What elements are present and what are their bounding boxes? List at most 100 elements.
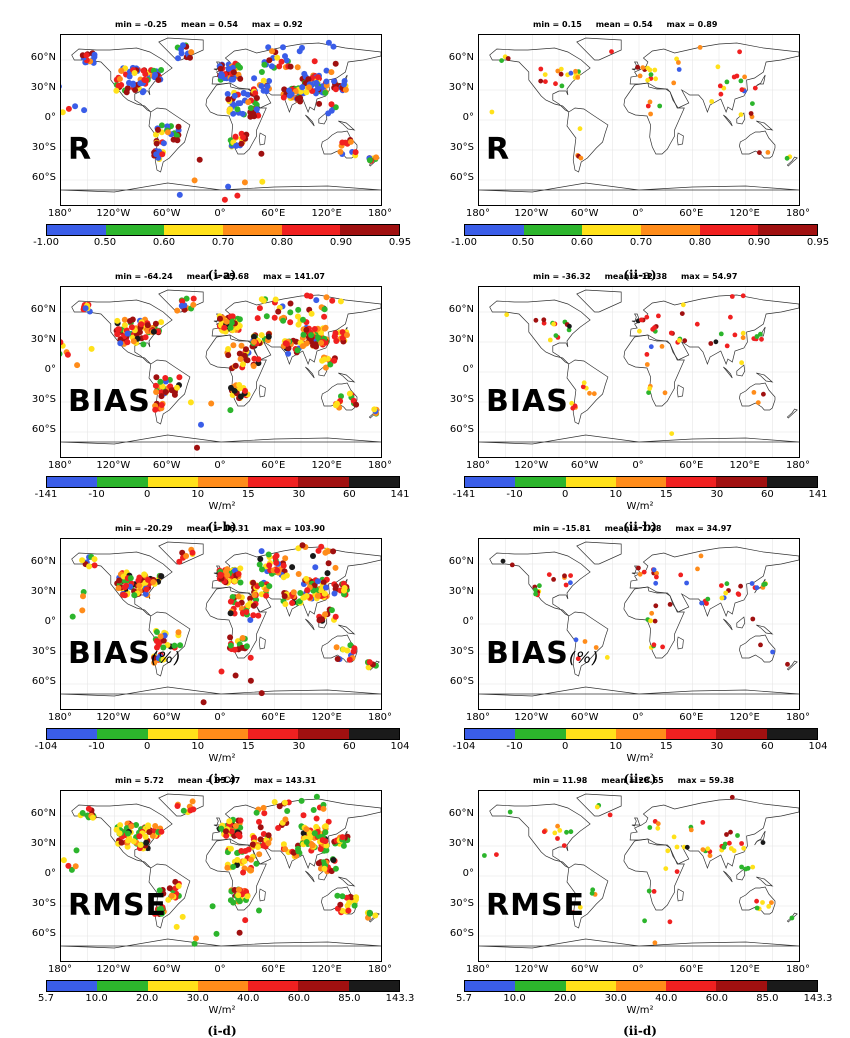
colorbar-unit: W/m² [626, 501, 654, 512]
colorbar-tick: -10 [506, 741, 523, 752]
coastline [739, 382, 776, 411]
colorbar-tick: 5.7 [38, 993, 54, 1004]
longitude-label: 60°E [261, 208, 286, 219]
station-dot [310, 807, 317, 813]
station-dot [79, 557, 86, 564]
station-dot [328, 101, 335, 108]
station-dot [260, 77, 267, 84]
station-dot [231, 646, 238, 653]
station-dot [72, 863, 79, 870]
coastline [338, 876, 356, 887]
latitude-label: 60°N [448, 556, 474, 567]
world-map [60, 538, 382, 710]
station-dot [724, 832, 729, 837]
station-dot [275, 308, 282, 315]
station-dot [172, 878, 179, 885]
colorbar-tick: 20.0 [136, 993, 159, 1004]
coastline [158, 37, 204, 61]
colorbar-tick: 0 [561, 489, 569, 500]
station-dot [304, 587, 311, 594]
longitude-label: 120°W [514, 712, 549, 723]
colorbar-segment [248, 981, 299, 991]
station-dot [256, 561, 263, 568]
station-dot [648, 111, 653, 117]
map-canvas [61, 35, 381, 205]
longitude-label: 60°W [152, 712, 181, 723]
station-dot [261, 61, 268, 68]
colorbar-segment [515, 729, 566, 739]
station-dot [230, 899, 237, 906]
station-dot [255, 356, 262, 363]
station-dot [731, 74, 737, 80]
station-dot [315, 74, 321, 81]
station-dot [313, 793, 320, 800]
station-dot [149, 832, 156, 839]
colorbar-segment [97, 729, 148, 739]
station-dot [313, 815, 320, 822]
latitude-label: 60°S [31, 928, 56, 939]
station-dot [342, 86, 349, 93]
coastline [148, 863, 191, 929]
colorbar-tick: 104 [808, 741, 828, 752]
station-dot [700, 820, 706, 825]
colorbar-segment [348, 729, 399, 739]
latitude-label: 30°S [31, 646, 56, 657]
station-dot [337, 298, 344, 305]
station-dot [237, 393, 244, 400]
station-dot [297, 590, 304, 596]
coastline [786, 156, 798, 167]
colorbar-tick: -1.00 [451, 237, 477, 248]
station-dot [482, 853, 487, 858]
station-dot [153, 131, 159, 138]
latitude-label: 60°S [449, 424, 474, 435]
colorbar-tick: 0.80 [688, 237, 712, 248]
station-dot [754, 905, 760, 911]
stats-line: min = 5.72 mean = 35.47 max = 143.31 [115, 776, 317, 785]
coastline [723, 870, 733, 883]
station-dot [142, 334, 149, 341]
station-dot [64, 351, 71, 358]
station-dot [591, 391, 597, 397]
station-dot [708, 341, 714, 346]
colorbar-segment [298, 477, 349, 487]
station-dot [266, 562, 273, 569]
station-dot [157, 633, 164, 640]
station-dot [339, 834, 346, 841]
station-dot [227, 845, 234, 852]
station-dot [191, 177, 198, 184]
station-dot [761, 391, 766, 397]
station-dot [348, 894, 355, 901]
station-dot [288, 91, 295, 98]
coastline [566, 863, 609, 929]
colorbar-tick: -10 [88, 489, 105, 500]
station-dot [322, 823, 329, 830]
station-dot [655, 821, 661, 827]
colorbar-tick: 0.50 [93, 237, 117, 248]
station-dot [663, 866, 669, 871]
colorbar-segment [465, 981, 516, 991]
coastline [629, 42, 799, 113]
station-dot [281, 86, 288, 93]
colorbar-segment [164, 225, 224, 235]
station-dot [669, 431, 675, 436]
station-dot [266, 583, 273, 590]
coastline [754, 830, 766, 846]
colorbar [46, 728, 400, 740]
coastline [786, 408, 798, 419]
coastline [631, 61, 641, 71]
station-dot [717, 83, 723, 89]
station-dot [239, 110, 246, 117]
station-dot [660, 644, 665, 650]
station-dot [140, 341, 147, 348]
station-dot [282, 340, 289, 347]
station-dot [253, 95, 260, 101]
station-dot [341, 587, 348, 594]
station-dot [258, 690, 265, 697]
longitude-label: 180° [47, 712, 73, 723]
station-dot [136, 582, 143, 589]
station-dot [558, 71, 564, 77]
station-dot [241, 352, 248, 359]
station-dot [73, 847, 80, 854]
station-dot [684, 580, 689, 586]
station-dot [323, 78, 330, 85]
